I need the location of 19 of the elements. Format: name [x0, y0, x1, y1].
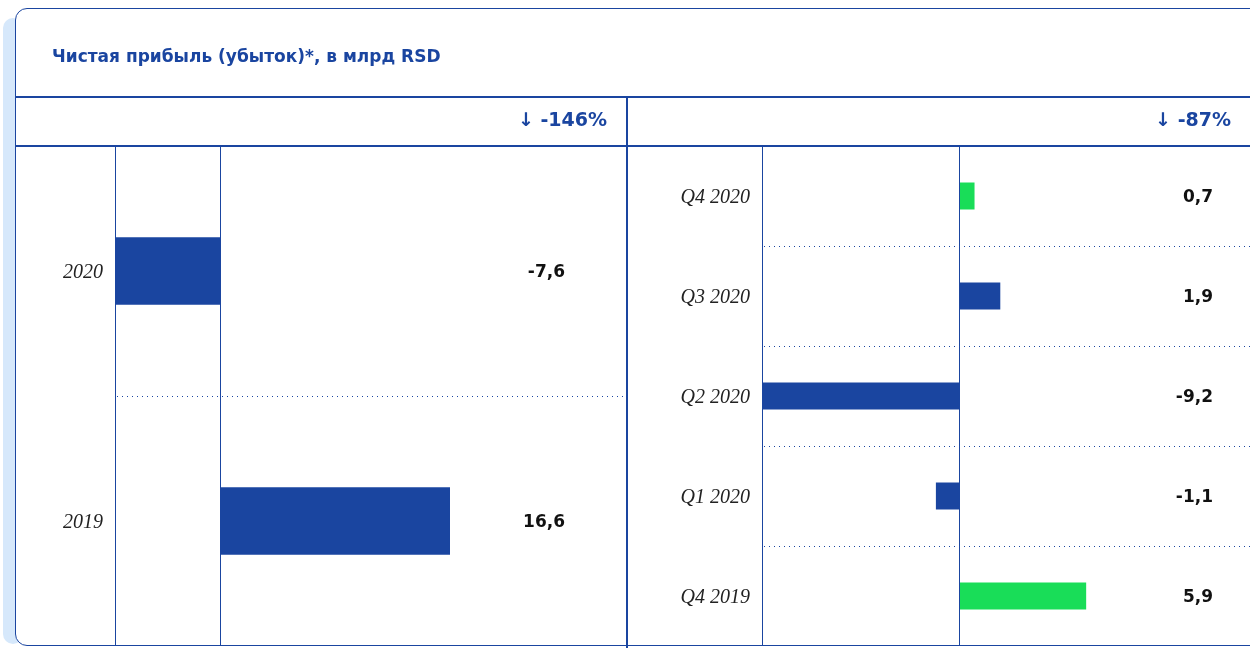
- y-tick-label: Q2 2020: [680, 385, 750, 407]
- data-label: 16,6: [523, 511, 565, 531]
- y-tick-label: Q4 2019: [680, 585, 750, 607]
- data-label: 1,9: [1182, 286, 1213, 306]
- y-tick-label: Q1 2020: [680, 485, 750, 507]
- chart-title: Чистая прибыль (убыток)*, в млрд RSD: [52, 46, 441, 66]
- bar: [959, 182, 975, 210]
- data-label: -1,1: [1175, 486, 1213, 506]
- y-tick-label: Q3 2020: [680, 285, 750, 307]
- y-tick-label: 2020: [63, 260, 103, 282]
- bar: [959, 582, 1087, 610]
- text: ↓ -87%: [1155, 108, 1231, 130]
- y-tick-label: Q4 2020: [680, 185, 750, 207]
- data-label: 5,9: [1182, 586, 1213, 606]
- text: ↓ -146%: [517, 108, 607, 130]
- data-label: 0,7: [1182, 186, 1213, 206]
- y-tick-label: 2019: [63, 510, 103, 532]
- data-label: -9,2: [1175, 386, 1213, 406]
- data-label: -7,6: [527, 261, 565, 281]
